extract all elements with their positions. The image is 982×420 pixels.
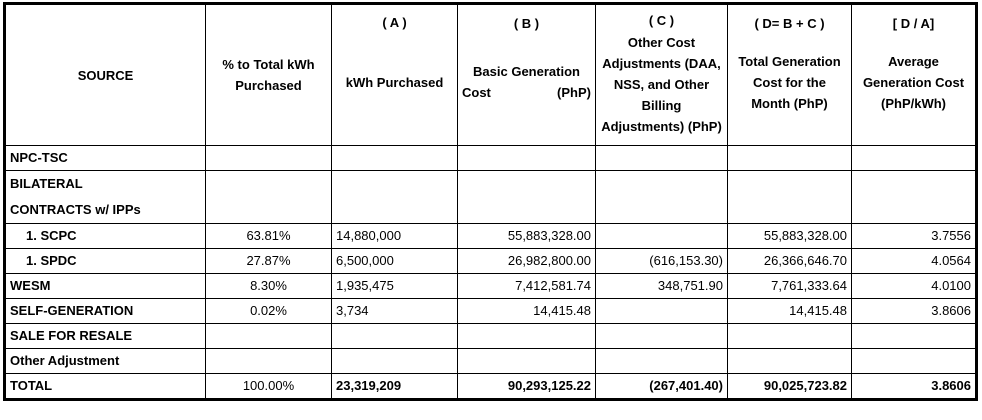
table-row: SELF-GENERATION 0.02% 3,734 14,415.48 14… [5, 298, 976, 324]
header-other: ( C ) Other Cost Adjustments (DAA, NSS, … [595, 4, 728, 146]
cell-avg: 4.0564 [851, 248, 976, 274]
cell-avg: 4.0100 [851, 273, 976, 299]
header-kwh-letter: ( A ) [382, 14, 407, 30]
header-total: ( D= B + C ) Total Generation Cost for t… [727, 4, 852, 146]
row-source-selfgen: SELF-GENERATION [5, 298, 206, 324]
row-source-scpc: 1. SCPC [5, 223, 206, 249]
table-row: WESM 8.30% 1,935,475 7,412,581.74 348,75… [5, 273, 976, 299]
header-avg-letter: [ D / A] [892, 15, 935, 31]
cell-kwh: 6,500,000 [331, 248, 458, 274]
table-row: 1. SPDC 27.87% 6,500,000 26,982,800.00 (… [5, 248, 976, 274]
header-basic-letter: ( B ) [513, 15, 540, 31]
header-kwh-label: kWh Purchased [345, 74, 444, 90]
header-basic-label: Basic Generation Cost (PhP) [462, 61, 591, 103]
cell-pct: 0.02% [205, 298, 332, 324]
cell-avg: 3.8606 [851, 298, 976, 324]
cell-basic: 26,982,800.00 [457, 248, 596, 274]
cell-pct: 27.87% [205, 248, 332, 274]
header-pct: % to Total kWh Purchased [205, 4, 332, 146]
cell-total: 7,761,333.64 [727, 273, 852, 299]
cell-total: 90,025,723.82 [727, 373, 852, 399]
header-basic-line2: Cost (PhP) [462, 84, 591, 100]
cell-basic: 14,415.48 [457, 298, 596, 324]
cell-kwh: 1,935,475 [331, 273, 458, 299]
header-avg-label: Average Generation Cost (PhP/kWh) [862, 53, 965, 111]
header-total-letter: ( D= B + C ) [754, 15, 825, 31]
cell-avg: 3.8606 [851, 373, 976, 399]
generation-cost-table-container: SOURCE % to Total kWh Purchased ( A ) kW… [3, 2, 978, 401]
table-row: SALE FOR RESALE [5, 323, 976, 349]
cell-pct: 63.81% [205, 223, 332, 249]
table-row: Other Adjustment [5, 348, 976, 374]
header-row: SOURCE % to Total kWh Purchased ( A ) kW… [5, 4, 976, 146]
row-source-total: TOTAL [5, 373, 206, 399]
cell-kwh: 14,880,000 [331, 223, 458, 249]
row-source-npc: NPC-TSC [5, 145, 206, 171]
cell-other: (616,153.30) [595, 248, 728, 274]
cell-kwh: 3,734 [331, 298, 458, 324]
table-row: 1. SCPC 63.81% 14,880,000 55,883,328.00 … [5, 223, 976, 249]
cell-other: 348,751.90 [595, 273, 728, 299]
row-source-other-adjustment: Other Adjustment [5, 348, 206, 374]
generation-cost-table: SOURCE % to Total kWh Purchased ( A ) kW… [3, 2, 978, 401]
cell-pct: 100.00% [205, 373, 332, 399]
cell-total: 55,883,328.00 [727, 223, 852, 249]
row-source-bilateral: BILATERAL CONTRACTS w/ IPPs [5, 170, 206, 224]
cell-other [595, 223, 728, 249]
cell-avg: 3.7556 [851, 223, 976, 249]
cell-kwh: 23,319,209 [331, 373, 458, 399]
header-total-label: Total Generation Cost for the Month (PhP… [738, 53, 841, 111]
header-other-letter: ( C ) [648, 12, 675, 28]
table-row: NPC-TSC [5, 145, 976, 171]
header-avg: [ D / A] Average Generation Cost (PhP/kW… [851, 4, 976, 146]
header-other-label: Other Cost Adjustments (DAA, NSS, and Ot… [601, 34, 722, 134]
cell-total: 14,415.48 [727, 298, 852, 324]
header-basic: ( B ) Basic Generation Cost (PhP) [457, 4, 596, 146]
cell-other: (267,401.40) [595, 373, 728, 399]
total-row: TOTAL 100.00% 23,319,209 90,293,125.22 (… [5, 373, 976, 399]
cell-basic: 55,883,328.00 [457, 223, 596, 249]
cell-total: 26,366,646.70 [727, 248, 852, 274]
header-kwh: ( A ) kWh Purchased [331, 4, 458, 146]
row-source-resale: SALE FOR RESALE [5, 323, 206, 349]
cell-basic: 90,293,125.22 [457, 373, 596, 399]
cell-pct: 8.30% [205, 273, 332, 299]
cell-other [595, 298, 728, 324]
header-source: SOURCE [5, 4, 206, 146]
row-source-spdc: 1. SPDC [5, 248, 206, 274]
table-row: BILATERAL CONTRACTS w/ IPPs [5, 170, 976, 224]
cell-basic: 7,412,581.74 [457, 273, 596, 299]
row-source-wesm: WESM [5, 273, 206, 299]
